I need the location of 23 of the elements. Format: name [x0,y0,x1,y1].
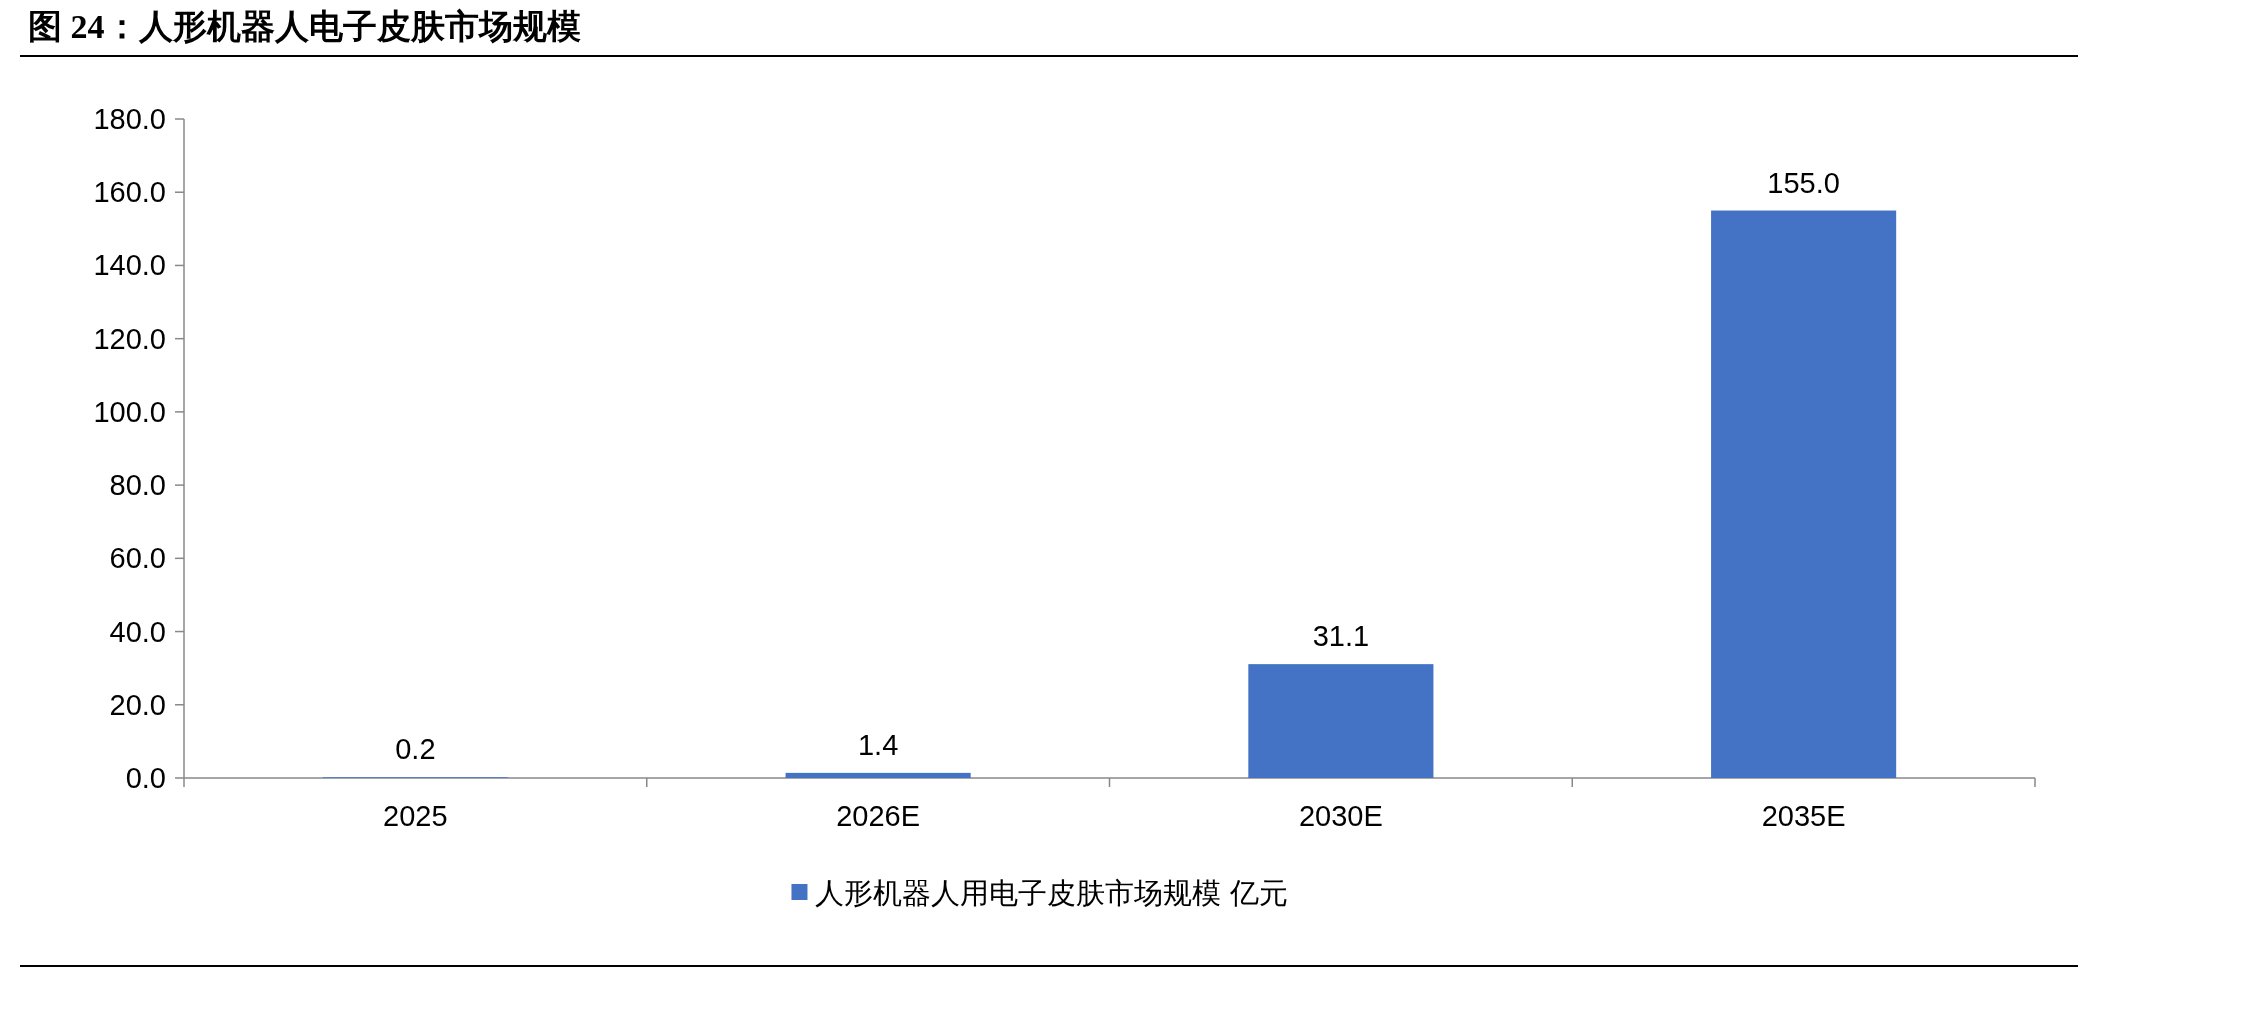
y-tick-label: 20.0 [109,688,166,721]
y-tick-label: 100.0 [93,395,166,428]
chart-title: 图 24：人形机器人电子皮肤市场规模 [28,8,581,45]
data-label: 31.1 [1312,620,1370,653]
y-tick-label: 40.0 [109,615,166,648]
x-tick-label: 2030E [1298,800,1383,832]
bar [1248,664,1434,778]
bar [1711,210,1897,778]
y-tick-label: 120.0 [93,322,166,355]
data-label: 1.4 [857,728,899,761]
data-label: 0.2 [395,733,436,766]
data-label: 155.0 [1767,166,1840,199]
legend: 人形机器人用电子皮肤市场规模 亿元 [791,877,1288,909]
y-tick-label: 80.0 [109,469,166,502]
x-tick-label: 2025 [383,800,448,832]
y-tick-label: 0.0 [125,762,166,794]
y-tick-label: 60.0 [109,542,166,575]
x-tick-label: 2035E [1761,800,1846,832]
y-tick-label: 140.0 [93,249,166,282]
y-tick-label: 180.0 [93,103,166,135]
x-tick-label: 2026E [836,800,921,832]
y-tick-label: 160.0 [93,176,166,209]
bar [785,772,971,778]
